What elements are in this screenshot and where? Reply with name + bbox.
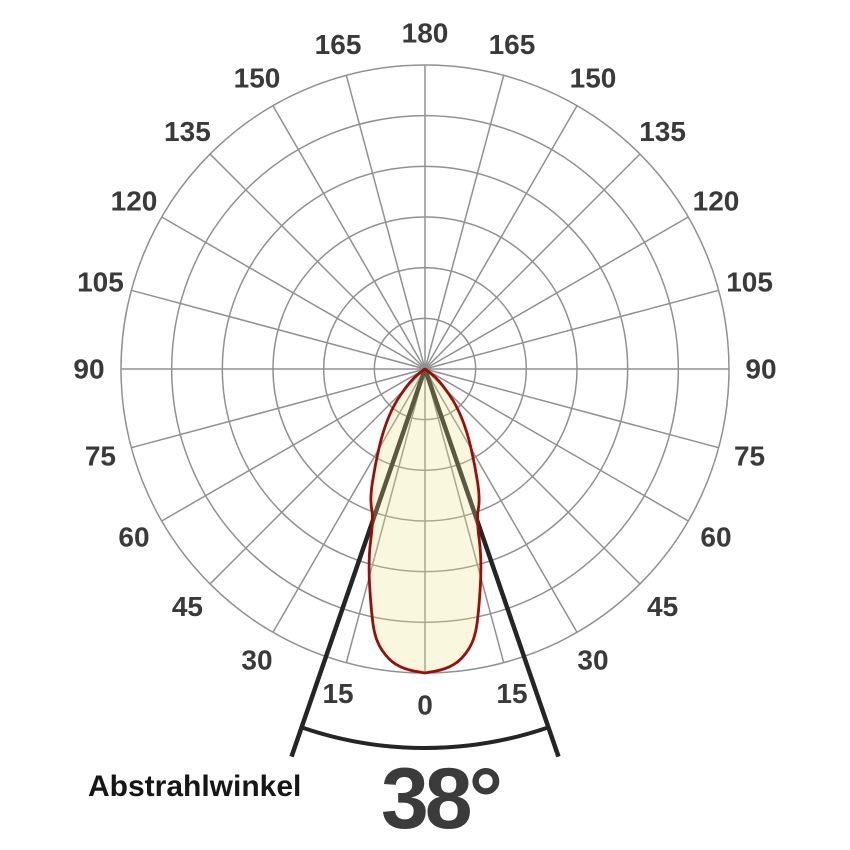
angle-tick-label: 75 [85,440,116,471]
angle-tick-label: 105 [726,267,773,298]
grid-radial-line [424,289,719,370]
grid-radial-line [424,153,641,370]
grid-radial-line [424,368,641,585]
beam-angle-arc [300,725,550,750]
angle-tick-label: 180 [402,18,449,49]
beam-lobe-outline [367,367,483,675]
angle-tick-label: 165 [489,29,536,60]
grid-radial-line [161,368,426,522]
angle-tick-label: 15 [322,678,353,709]
grid-radial-line [209,153,426,370]
angle-tick-label: 15 [496,678,527,709]
angle-tick-label: 90 [745,354,776,385]
grid-radial-line [272,368,426,633]
beam-angle-caption-label: Abstrahlwinkel [88,770,302,803]
grid-radial-line [345,368,426,663]
angle-tick-label: 45 [647,591,678,622]
angle-tick-label: 0 [417,690,433,721]
angle-tick-label: 105 [77,267,124,298]
angle-tick-label: 150 [234,63,281,94]
grid-radial-line [131,289,426,370]
grid-radial-line [345,75,426,370]
angle-tick-label: 150 [570,63,617,94]
angle-tick-label: 90 [73,354,104,385]
angle-tick-label: 135 [639,116,686,147]
grid-radial-line [424,368,578,633]
beam-lobe-fill [369,369,481,673]
grid-radial-line [424,368,719,449]
grid-radial-line [424,105,578,370]
grid-radial-line [424,75,505,370]
angle-tick-label: 120 [111,186,158,217]
angle-tick-label: 165 [315,29,362,60]
grid-radial-line [272,105,426,370]
beam-angle-line [289,368,428,758]
angle-tick-label: 135 [164,116,211,147]
grid-radial-line [209,368,426,585]
grid-radial-line [131,368,426,449]
angle-tick-label: 120 [693,186,740,217]
beam-angle-line [422,368,561,758]
angle-tick-label: 60 [700,522,731,553]
angle-tick-label: 30 [241,644,272,675]
grid-radial-line [161,216,426,370]
grid-radial-line [424,368,505,663]
angle-tick-label: 60 [118,522,149,553]
grid-radial-line [424,216,689,370]
angle-tick-label: 30 [577,644,608,675]
angle-tick-label: 75 [734,440,765,471]
grid-radial-line [424,368,689,522]
beam-angle-value: 38° [380,751,503,847]
angle-tick-label: 45 [172,591,203,622]
